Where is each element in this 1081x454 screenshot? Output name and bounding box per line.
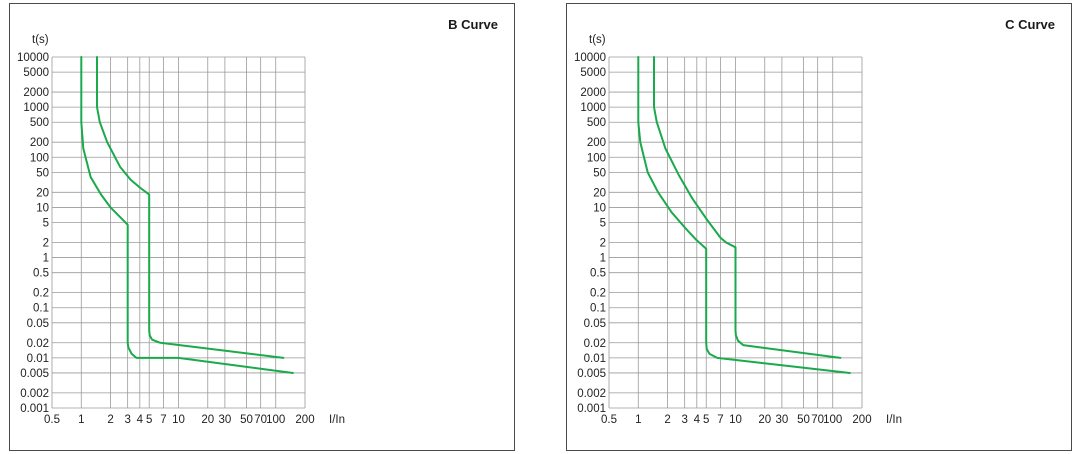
y-axis-label: t(s) [589,34,606,46]
y-tick-label: 10000 [574,52,606,64]
y-tick-label: 0.01 [27,353,49,365]
y-tick-label: 2000 [23,87,49,99]
y-tick-label: 0.05 [27,318,49,330]
y-tick-label: 2 [600,237,606,249]
y-tick-label: 1000 [580,102,606,114]
y-tick-label: 1000 [23,102,49,114]
chart-title: B Curve [448,17,498,32]
x-tick-label: 3 [681,414,687,426]
x-axis-label: I/In [329,414,345,426]
x-tick-label: 200 [852,414,871,426]
x-tick-label: 20 [201,414,214,426]
y-tick-label: 2000 [580,87,606,99]
x-tick-label: 7 [160,414,166,426]
x-tick-label: 4 [137,414,144,426]
y-tick-label: 50 [36,167,49,179]
c-curve-chart: 0.001 0.002 0.005 0.01 0.02 0.05 0.1 0.2 0.5 1 2 5 1… [574,34,902,426]
y-tick-label: 200 [30,137,49,149]
x-tick-label: 30 [775,414,788,426]
trip-curve-1 [637,56,851,374]
b-curve-panel: B Curve 0.001 0.002 0.005 0.01 0.02 0.05 0.1 0.… [9,3,515,451]
y-tick-label: 0.02 [27,338,49,350]
y-tick-label: 0.002 [577,388,606,400]
x-tick-label: 100 [266,414,285,426]
y-tick-label: 5 [600,218,606,230]
x-tick-label: 100 [823,414,842,426]
y-tick-label: 500 [30,117,49,129]
x-tick-label: 10 [729,414,742,426]
y-tick-label: 10 [593,202,606,214]
x-tick-label: 2 [664,414,670,426]
x-tick-label: 2 [107,414,113,426]
y-tick-label: 5000 [23,67,49,79]
x-tick-label: 50 [240,414,253,426]
b-curve-chart: 0.001 0.002 0.005 0.01 0.02 0.05 0.1 0.2 0.5 1 2 5 1… [17,34,345,426]
y-tick-label: 0.005 [20,368,49,380]
y-tick-label: 20 [36,187,49,199]
trip-curve-1 [80,56,294,374]
y-tick-label: 0.005 [577,368,606,380]
y-tick-label: 0.002 [20,388,49,400]
trip-curve-2 [96,56,285,359]
y-tick-label: 100 [30,152,49,164]
y-tick-label: 20 [593,187,606,199]
x-tick-label: 70 [811,414,824,426]
x-tick-label: 50 [797,414,810,426]
y-tick-label: 0.1 [590,303,606,315]
y-tick-label: 0.001 [577,403,606,415]
x-tick-label: 30 [218,414,231,426]
x-tick-label: 70 [254,414,267,426]
y-tick-label: 0.2 [590,288,606,300]
y-tick-label: 100 [587,152,606,164]
y-axis-label: t(s) [32,34,49,46]
x-tick-label: 3 [124,414,130,426]
x-tick-label: 4 [694,414,701,426]
y-tick-label: 0.1 [33,303,49,315]
y-tick-label: 200 [587,137,606,149]
c-curve-panel: C Curve 0.001 0.002 0.005 0.01 0.02 0.05 0.1 0.… [566,3,1072,451]
chart-title: C Curve [1005,17,1055,32]
trip-curve-2 [653,56,842,359]
x-tick-label: 5 [703,414,709,426]
y-tick-label: 0.02 [584,338,606,350]
y-tick-label: 500 [587,117,606,129]
x-tick-label: 10 [172,414,185,426]
y-tick-label: 10000 [17,52,49,64]
y-tick-label: 0.05 [584,318,606,330]
x-tick-label: 200 [295,414,314,426]
x-tick-label: 0.5 [601,414,617,426]
y-tick-label: 2 [43,237,49,249]
y-tick-label: 0.5 [33,268,49,280]
y-tick-label: 1 [600,253,606,265]
y-tick-label: 0.2 [33,288,49,300]
x-tick-label: 20 [758,414,771,426]
y-tick-label: 0.001 [20,403,49,415]
x-axis-label: I/In [886,414,902,426]
x-tick-label: 5 [146,414,152,426]
y-tick-label: 1 [43,253,49,265]
x-tick-label: 0.5 [44,414,60,426]
x-tick-label: 1 [78,414,84,426]
y-tick-label: 5000 [580,67,606,79]
y-tick-label: 50 [593,167,606,179]
y-tick-label: 5 [43,218,49,230]
x-tick-label: 7 [717,414,723,426]
x-tick-label: 1 [635,414,641,426]
y-tick-label: 10 [36,202,49,214]
y-tick-label: 0.5 [590,268,606,280]
y-tick-label: 0.01 [584,353,606,365]
